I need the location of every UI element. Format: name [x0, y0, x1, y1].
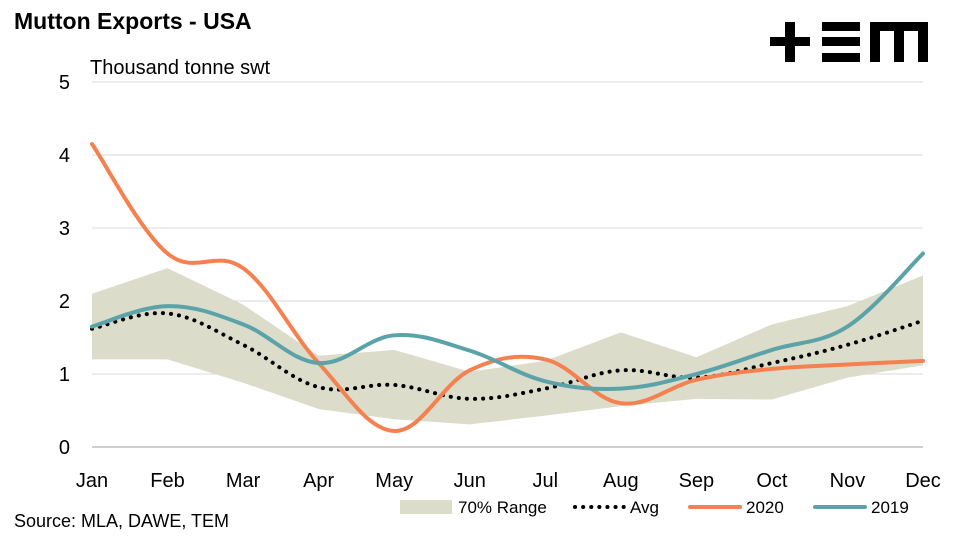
y-tick-label: 5 — [59, 72, 70, 94]
series-lines — [90, 142, 925, 433]
x-tick-label: Feb — [150, 470, 184, 492]
series-line-2020 — [90, 142, 925, 433]
x-tick-label: Dec — [905, 470, 941, 492]
series-line-2019 — [90, 251, 925, 391]
legend-swatch-range — [400, 500, 452, 514]
y-tick-label: 1 — [59, 364, 70, 386]
legend-label-range: 70% Range — [458, 498, 547, 517]
y-tick-label: 2 — [59, 291, 70, 313]
x-tick-label: Sep — [679, 470, 715, 492]
series-line-avg — [90, 311, 925, 401]
legend-label-avg: Avg — [630, 498, 659, 517]
y-axis-unit-label: Thousand tonne swt — [90, 57, 271, 79]
x-tick-label: Aug — [603, 470, 639, 492]
x-tick-label: Jan — [76, 470, 108, 492]
range-band-70pct — [92, 268, 923, 425]
axes: 0 1 2 3 4 5 Jan Feb Mar Apr May Jun Jul Aug Sep Oct Nov D… — [59, 72, 941, 492]
legend-label-2020: 2020 — [746, 498, 784, 517]
source-note: Source: MLA, DAWE, TEM — [14, 511, 230, 531]
tem-logo — [770, 22, 928, 62]
x-tick-label: May — [375, 470, 413, 492]
y-tick-label: 3 — [59, 218, 70, 240]
chart-title: Mutton Exports - USA — [14, 8, 252, 34]
y-tick-label: 4 — [59, 145, 70, 167]
x-tick-label: Jul — [532, 470, 558, 492]
range-band — [92, 268, 923, 425]
x-tick-label: Apr — [303, 470, 334, 492]
x-tick-label: Mar — [226, 470, 261, 492]
x-tick-label: Jun — [454, 470, 486, 492]
y-tick-label: 0 — [59, 437, 70, 459]
x-tick-label: Oct — [756, 470, 788, 492]
legend: 70% Range Avg 2020 2019 — [400, 498, 909, 517]
legend-label-2019: 2019 — [871, 498, 909, 517]
x-tick-label: Nov — [830, 470, 866, 492]
